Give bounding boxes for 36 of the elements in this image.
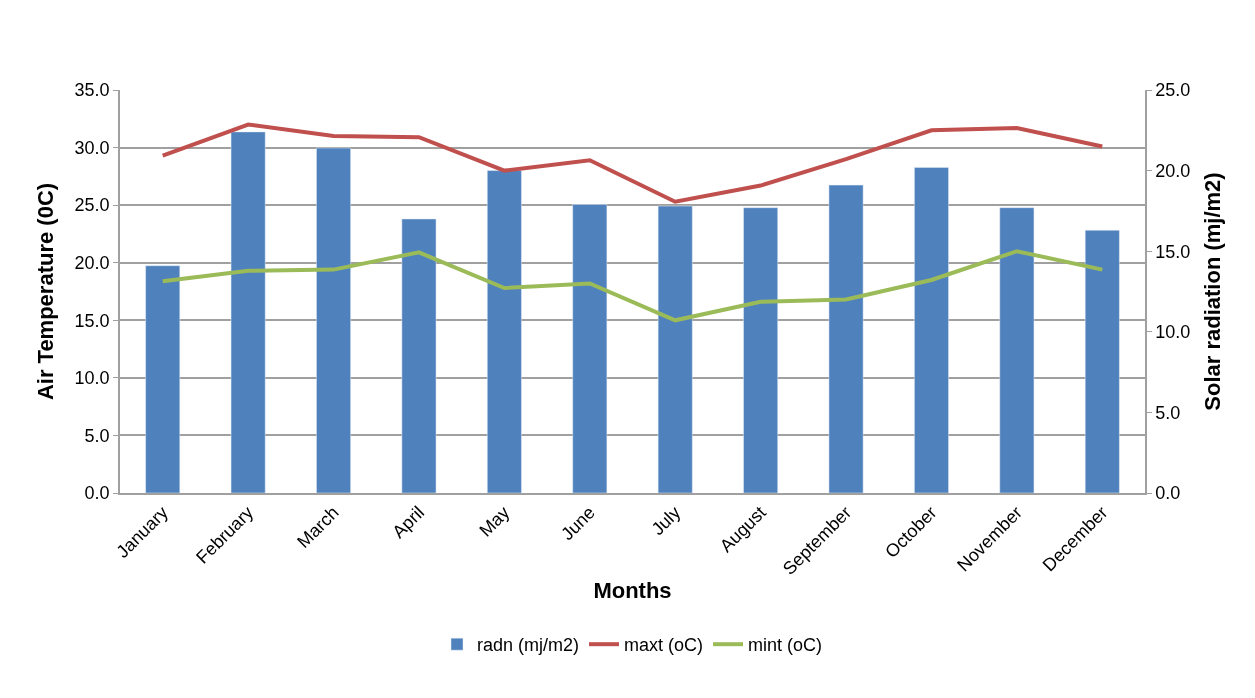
y-tick-label: 20.0 [74, 253, 110, 274]
y-axis-title: Air Temperature (0C) [32, 182, 58, 401]
y2-axis-title: Solar radiation (mj/m2) [1199, 172, 1225, 411]
bar [487, 170, 522, 493]
bar [1084, 229, 1120, 493]
y-tick-label: 35.0 [74, 80, 110, 101]
bar [572, 204, 608, 493]
legend-label: maxt (oC) [624, 635, 704, 656]
y-tick-label: 25.0 [74, 195, 110, 216]
bar [230, 131, 266, 493]
y-tick-label: 15.0 [74, 310, 110, 331]
bar [828, 184, 864, 493]
x-tick-label: May [475, 502, 514, 541]
y2-tick-label: 15.0 [1155, 241, 1191, 262]
line-series [160, 122, 1105, 204]
bar [145, 265, 181, 493]
bar [316, 147, 351, 493]
y2-tick-label: 10.0 [1155, 322, 1191, 343]
legend-label: mint (oC) [748, 635, 823, 656]
y2-tick-label: 20.0 [1155, 160, 1191, 181]
x-tick-label: July [647, 502, 685, 540]
y2-tick-label: 5.0 [1155, 402, 1181, 423]
y-tick-label: 30.0 [74, 137, 110, 158]
legend-label: radn (mj/m2) [477, 635, 580, 656]
y-tick-label: 10.0 [74, 368, 110, 389]
bar [743, 207, 778, 493]
bar [657, 205, 693, 493]
bar [914, 167, 949, 493]
bar [999, 207, 1035, 493]
bar [401, 218, 437, 493]
x-axis-title: Months [593, 578, 672, 604]
y2-tick-label: 0.0 [1155, 483, 1181, 504]
line-series [160, 249, 1105, 323]
y-tick-label: 0.0 [84, 483, 110, 504]
y2-tick-label: 25.0 [1155, 80, 1191, 101]
y-tick-label: 5.0 [84, 425, 110, 446]
